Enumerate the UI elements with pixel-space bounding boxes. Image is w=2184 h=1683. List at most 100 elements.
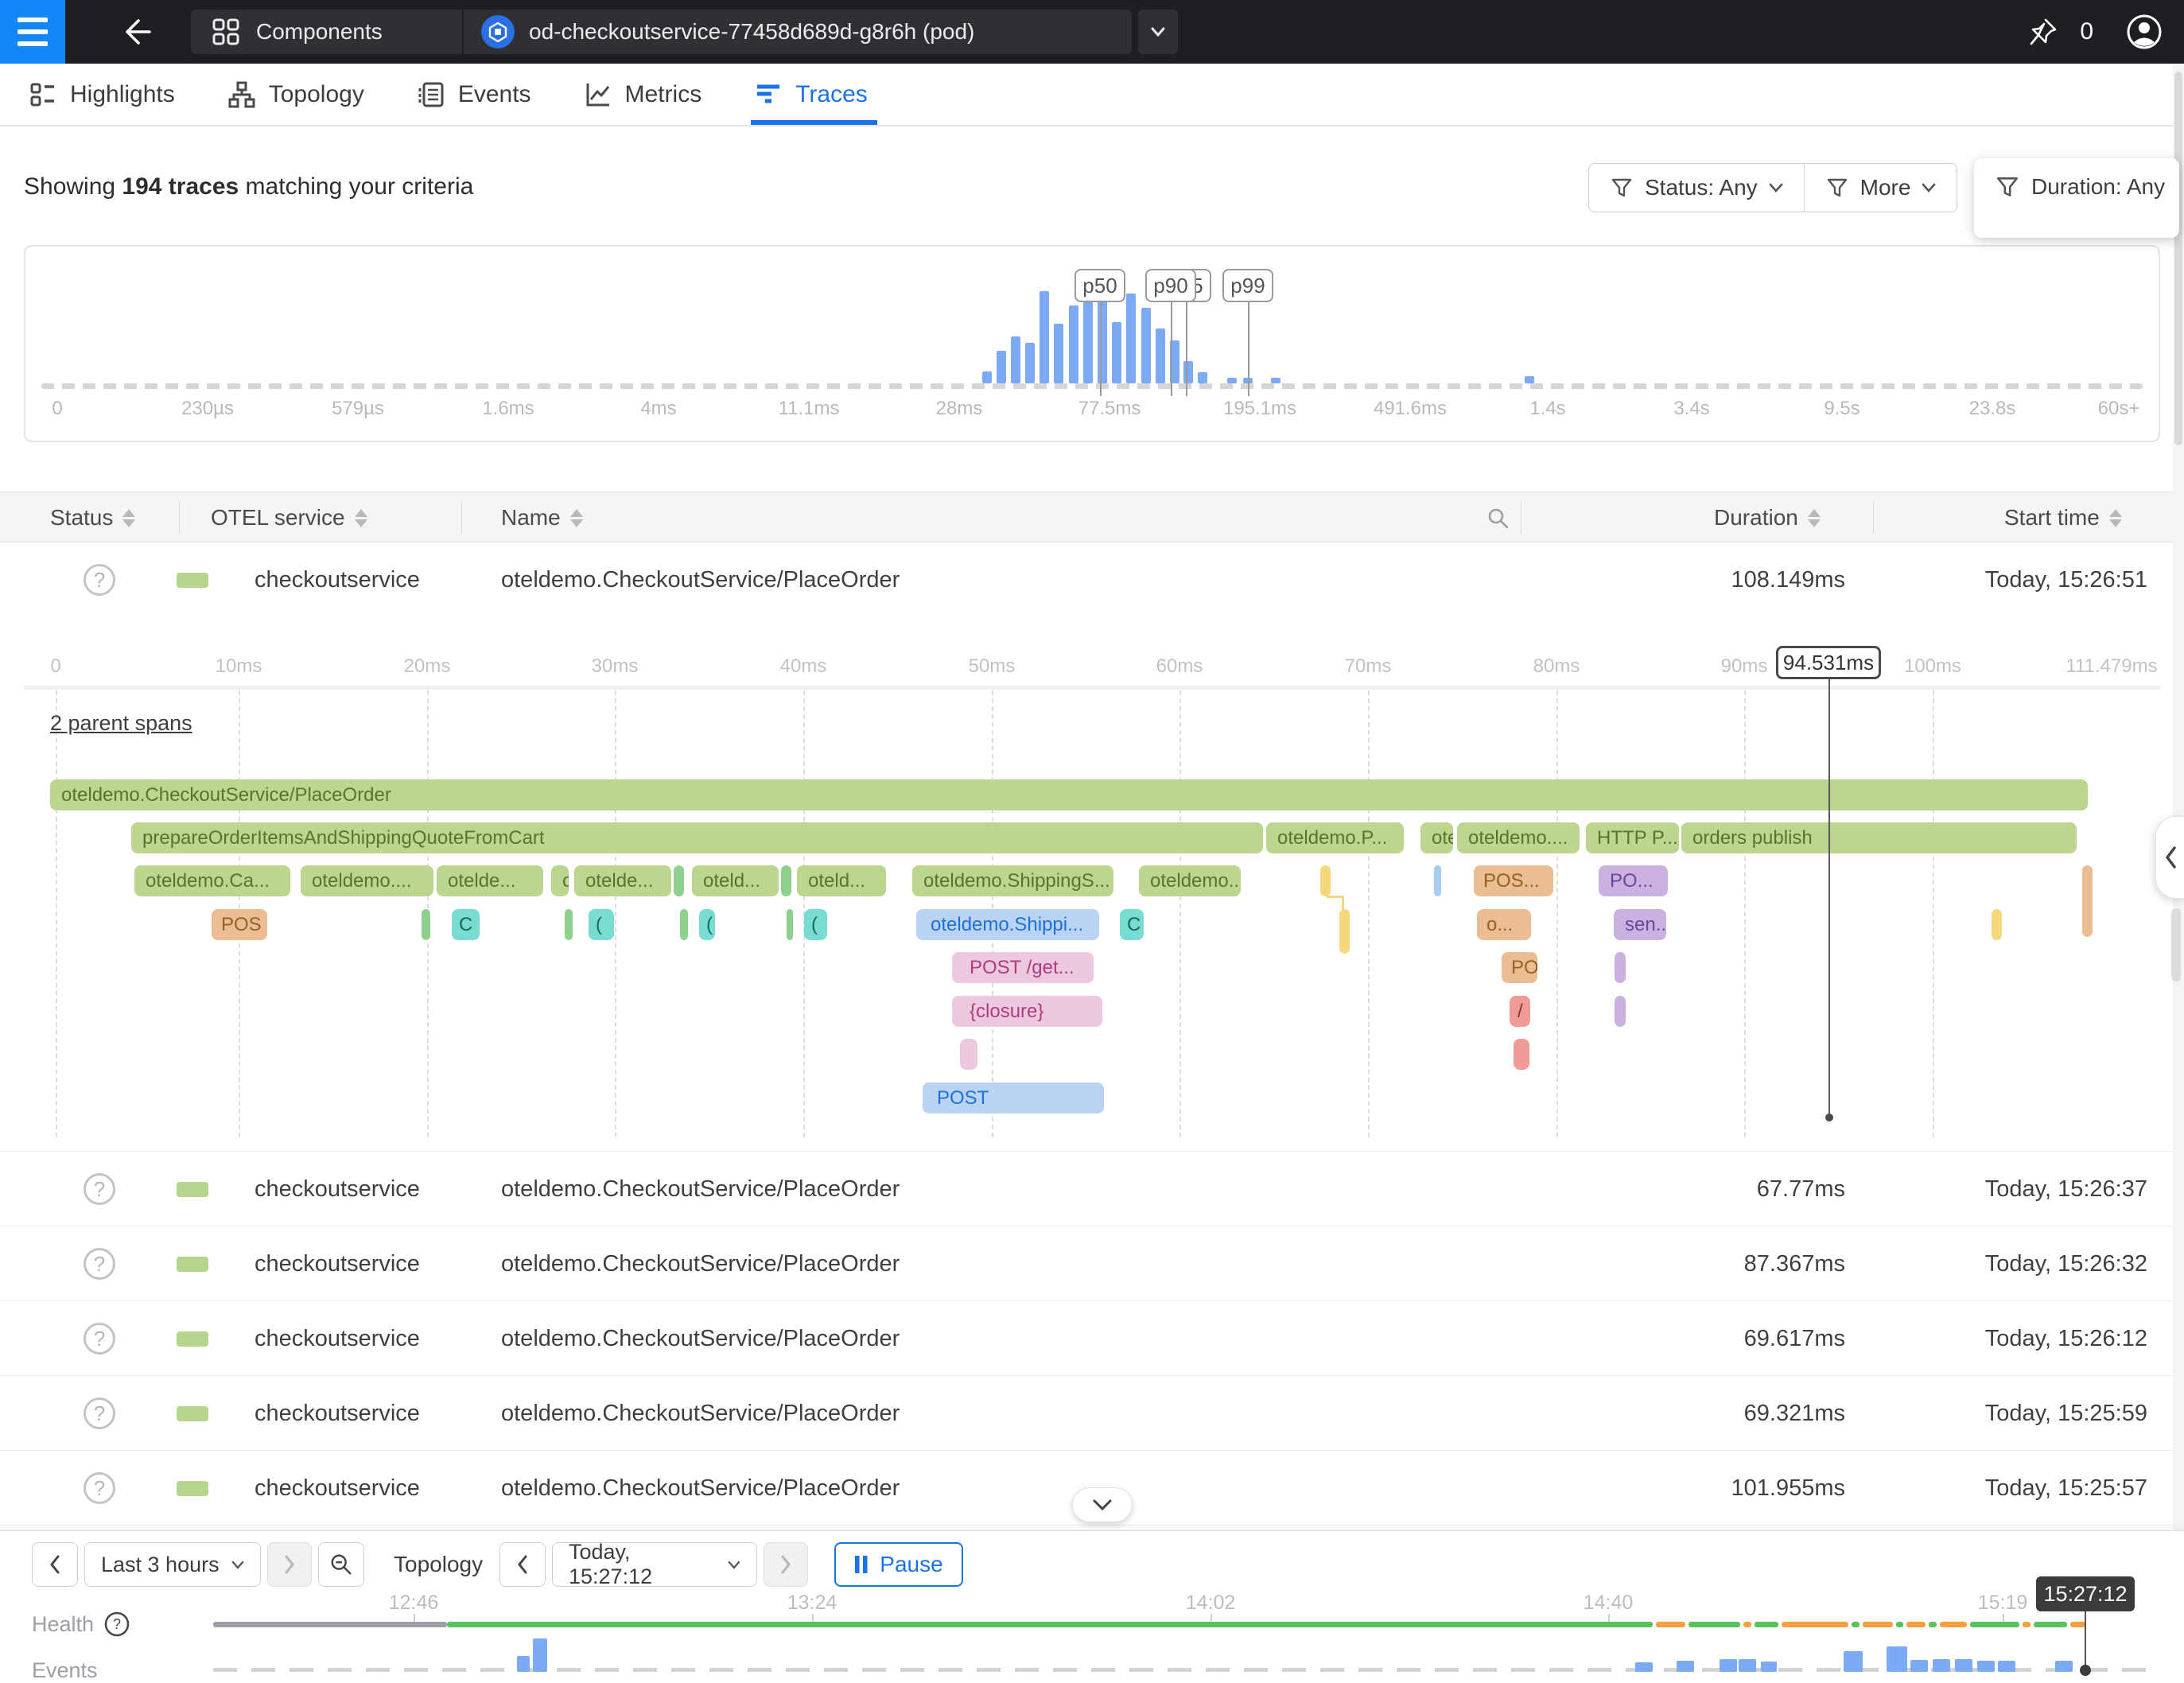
event-bar[interactable] <box>1720 1659 1737 1672</box>
time-back-button[interactable] <box>499 1542 546 1587</box>
span-bar[interactable] <box>1339 909 1350 954</box>
span-bar[interactable]: c <box>551 865 569 896</box>
trace-row[interactable]: ? checkoutservice oteldemo.CheckoutService… <box>0 1376 2184 1451</box>
span-bar[interactable]: oteldemo.... <box>1457 822 1580 853</box>
span-bar[interactable]: orders publish <box>1681 822 2077 853</box>
span-bar[interactable] <box>960 1039 977 1070</box>
help-icon[interactable]: ? <box>103 1611 130 1638</box>
span-bar[interactable] <box>1320 865 1331 896</box>
event-bar[interactable] <box>533 1638 547 1672</box>
trace-row-expanded[interactable]: ? checkoutservice oteldemo.CheckoutServi… <box>0 542 2184 617</box>
trace-row[interactable]: ? checkoutservice oteldemo.CheckoutService… <box>0 1152 2184 1226</box>
events-timeline[interactable] <box>213 1668 2160 1672</box>
timestamp-select[interactable]: Today, 15:27:12 <box>552 1540 757 1588</box>
event-bar[interactable] <box>1933 1659 1950 1672</box>
span-bar[interactable]: oteld... <box>797 865 886 896</box>
column-header-start-time[interactable]: Start time <box>2004 492 2122 543</box>
span-bar[interactable] <box>2082 865 2093 937</box>
span-bar[interactable] <box>1514 1039 1529 1070</box>
span-bar[interactable]: oteldemo.CheckoutService/PlaceOrder <box>50 779 2088 810</box>
back-button[interactable] <box>118 14 153 49</box>
search-icon[interactable] <box>1486 506 1511 531</box>
span-bar[interactable]: oteldemo.Shippi... <box>916 909 1099 940</box>
pause-button[interactable]: Pause <box>834 1542 963 1587</box>
timeline-forward-button[interactable] <box>267 1542 312 1587</box>
span-bar[interactable] <box>1992 909 2002 940</box>
span-bar[interactable]: oteldemo.ShippingS... <box>912 865 1113 896</box>
span-bar[interactable] <box>422 909 430 940</box>
span-bar[interactable]: ( <box>804 909 827 940</box>
time-forward-button[interactable] <box>764 1542 808 1587</box>
timeline-back-button[interactable] <box>32 1542 78 1587</box>
column-header-name[interactable]: Name <box>501 492 583 543</box>
tab-traces[interactable]: Traces <box>751 64 877 125</box>
span-bar[interactable]: oteld... <box>692 865 779 896</box>
trace-row[interactable]: ? checkoutservice oteldemo.CheckoutService… <box>0 1226 2184 1301</box>
span-bar[interactable] <box>1615 996 1626 1027</box>
span-bar[interactable]: oteldemo.... <box>301 865 433 896</box>
span-bar[interactable] <box>674 865 684 896</box>
side-panel-toggle[interactable] <box>2155 816 2184 899</box>
span-bar[interactable]: otelde... <box>574 865 671 896</box>
side-panel-handle[interactable] <box>2171 908 2181 981</box>
tab-highlights[interactable]: Highlights <box>29 64 175 125</box>
span-bar[interactable]: ote <box>1420 822 1453 853</box>
event-bar[interactable] <box>517 1656 530 1672</box>
span-bar[interactable]: POS <box>212 909 267 940</box>
span-bar[interactable]: POS... <box>1474 865 1553 896</box>
more-filter-button[interactable]: More <box>1803 164 1957 212</box>
components-breadcrumb-button[interactable]: Components <box>191 10 463 54</box>
span-bar[interactable]: ( <box>699 909 715 940</box>
event-bar[interactable] <box>1887 1646 1907 1672</box>
sort-icon[interactable] <box>1807 508 1821 527</box>
span-bar[interactable]: otelde... <box>437 865 543 896</box>
entity-dropdown-button[interactable] <box>1138 10 1178 54</box>
span-bar[interactable]: POST /get... <box>952 952 1094 983</box>
event-bar[interactable] <box>1739 1659 1756 1672</box>
parent-spans-link[interactable]: 2 parent spans <box>50 711 192 735</box>
tab-metrics[interactable]: Metrics <box>584 64 701 125</box>
span-bar[interactable] <box>787 909 793 940</box>
sort-icon[interactable] <box>122 508 136 527</box>
event-bar[interactable] <box>1998 1661 2015 1672</box>
span-bar[interactable]: sen... <box>1614 909 1666 940</box>
span-bar[interactable] <box>1434 865 1441 896</box>
span-bar[interactable]: HTTP P... <box>1586 822 1679 853</box>
trace-row[interactable]: ? checkoutservice oteldemo.CheckoutService… <box>0 1301 2184 1376</box>
span-bar[interactable] <box>680 909 688 940</box>
pin-icon[interactable] <box>2027 16 2059 48</box>
span-bar[interactable]: oteldemo.P... <box>1266 822 1404 853</box>
user-avatar-icon[interactable] <box>2125 13 2163 51</box>
event-bar[interactable] <box>2055 1661 2073 1672</box>
span-bar[interactable]: o... <box>1477 909 1531 940</box>
span-bar[interactable]: oteldemo.Ca... <box>134 865 290 896</box>
span-bar[interactable] <box>781 865 791 896</box>
event-bar[interactable] <box>1635 1662 1653 1672</box>
span-bar[interactable]: PO... <box>1599 865 1668 896</box>
span-bar[interactable]: oteldemo.... <box>1139 865 1241 896</box>
span-bar[interactable]: {closure} <box>952 996 1102 1027</box>
span-bar[interactable]: POS <box>1502 952 1537 983</box>
tab-topology[interactable]: Topology <box>227 64 364 125</box>
tab-events[interactable]: Events <box>417 64 531 125</box>
span-bar[interactable]: / <box>1510 996 1530 1027</box>
span-bar[interactable]: C <box>452 909 480 940</box>
waterfall-cursor-label[interactable]: 94.531ms <box>1776 646 1881 679</box>
event-bar[interactable] <box>1910 1660 1928 1672</box>
event-bar[interactable] <box>1761 1662 1777 1672</box>
column-header-duration[interactable]: Duration <box>1714 492 1821 543</box>
event-bar[interactable] <box>1955 1659 1972 1672</box>
span-bar[interactable] <box>565 909 573 940</box>
span-bar[interactable]: POST <box>923 1082 1104 1114</box>
span-bar[interactable] <box>1615 952 1626 983</box>
duration-filter-panel[interactable]: Duration: Any <box>1974 158 2179 238</box>
span-bar[interactable]: C <box>1120 909 1144 940</box>
column-header-status[interactable]: Status <box>50 492 136 543</box>
event-bar[interactable] <box>1844 1651 1863 1672</box>
sort-icon[interactable] <box>354 508 367 527</box>
event-bar[interactable] <box>1677 1661 1694 1672</box>
span-bar[interactable]: ( <box>589 909 614 940</box>
sort-icon[interactable] <box>2108 508 2122 527</box>
zoom-out-button[interactable] <box>318 1542 364 1587</box>
scrollbar-thumb[interactable] <box>2174 72 2182 445</box>
